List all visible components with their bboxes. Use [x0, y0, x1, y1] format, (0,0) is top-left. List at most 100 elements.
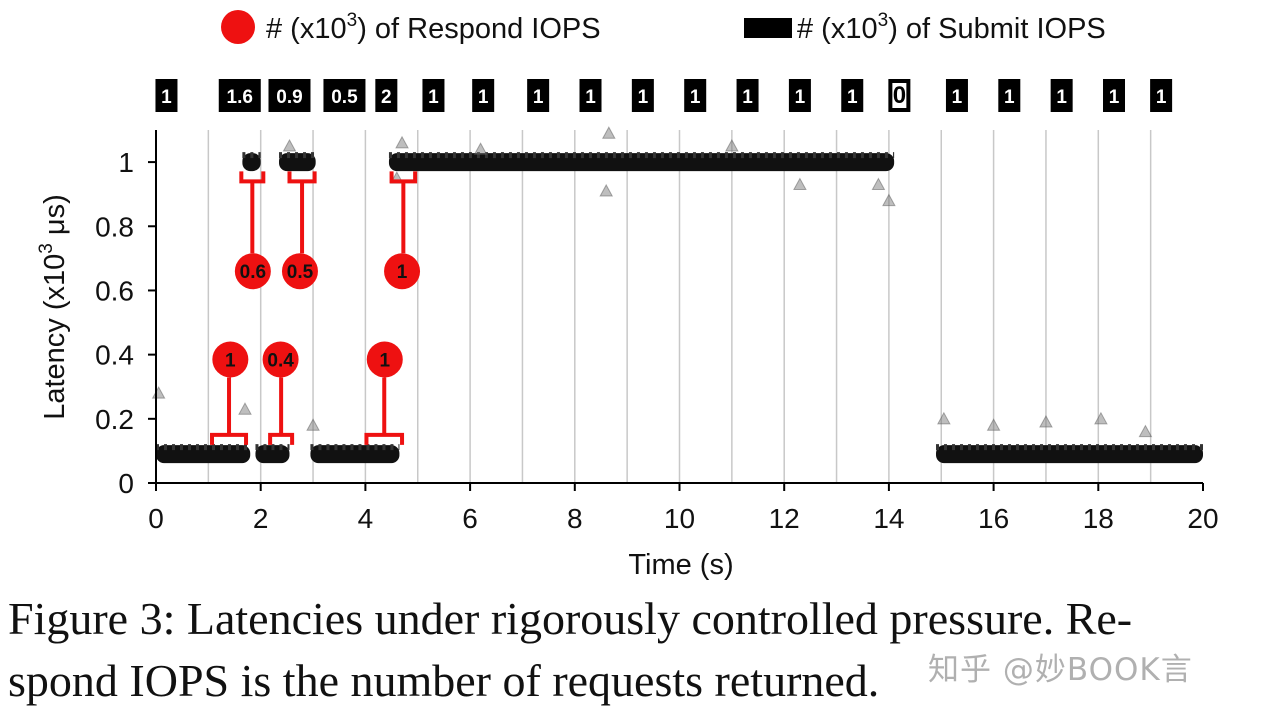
latency-band — [388, 153, 895, 172]
submit-iops-label: 0 — [893, 82, 906, 109]
x-axis-label: Time (s) — [628, 549, 733, 581]
outlier-point — [1039, 414, 1053, 428]
respond-iops-label: 1 — [397, 262, 408, 283]
outlier-point — [306, 418, 320, 431]
x-tick-label: 2 — [253, 503, 269, 534]
submit-iops-label: 1 — [161, 87, 172, 108]
x-tick-label: 6 — [462, 503, 478, 534]
respond-circle — [212, 341, 249, 378]
outlier-point — [473, 142, 488, 155]
respond-circle — [384, 253, 421, 290]
y-tick-label: 0.4 — [95, 340, 134, 371]
respond-iops-label: 0.6 — [240, 262, 266, 283]
figure-caption: Figure 3: Latencies under rigorously con… — [8, 588, 1258, 712]
respond-bracket — [364, 432, 405, 445]
respond-iops-label: 1 — [379, 350, 390, 371]
outlier-point — [793, 177, 807, 191]
x-tick-label: 20 — [1187, 503, 1218, 534]
submit-iops-box — [375, 79, 398, 112]
submit-iops-label: 1 — [533, 87, 544, 108]
legend-respond-marker — [221, 10, 255, 44]
y-tick-label: 0 — [118, 468, 134, 499]
submit-iops-box — [323, 79, 366, 112]
outlier-point — [282, 139, 297, 152]
submit-iops-box — [472, 79, 495, 112]
submit-iops-box — [788, 79, 811, 112]
x-tick-label: 12 — [769, 503, 800, 534]
submit-iops-label: 1 — [478, 87, 489, 108]
x-tick-label: 14 — [873, 503, 904, 534]
submit-iops-box — [579, 79, 602, 112]
respond-iops-label: 0.4 — [267, 350, 294, 371]
outlier-point — [1094, 411, 1108, 425]
submit-iops-label: 1 — [952, 87, 963, 108]
submit-iops-row: 1 1.6 0.9 0.5 2 1 1 1 1 1 1 1 1 1 0 1 1 1 1 1 — [155, 79, 1173, 112]
submit-iops-box — [945, 79, 968, 112]
respond-iops-label: 1 — [225, 350, 236, 371]
submit-iops-box — [631, 79, 654, 112]
submit-iops-box — [155, 79, 178, 112]
x-tick-label: 18 — [1083, 503, 1114, 534]
latency-band — [156, 445, 251, 464]
submit-iops-label: 0.5 — [331, 87, 358, 108]
y-tick-label: 0.6 — [95, 275, 134, 306]
respond-circle — [281, 253, 318, 290]
respond-bracket — [210, 432, 249, 445]
submit-iops-box — [684, 79, 707, 112]
outlier-point — [1138, 424, 1153, 438]
submit-iops-label: 1 — [795, 87, 806, 108]
submit-iops-label: 0.9 — [276, 87, 302, 108]
latency-band — [242, 153, 261, 172]
respond-circle — [262, 341, 299, 378]
x-tick-label: 16 — [978, 503, 1009, 534]
caption-line-2: spond IOPS is the number of requests ret… — [8, 655, 880, 706]
x-tick-label: 0 — [148, 503, 164, 534]
respond-bracket — [268, 432, 295, 445]
submit-iops-box — [736, 79, 759, 112]
respond-bracket — [239, 171, 266, 184]
submit-iops-label: 1 — [847, 87, 858, 108]
submit-iops-box — [998, 79, 1021, 112]
submit-iops-box — [218, 79, 261, 112]
submit-iops-label: 1 — [742, 87, 753, 108]
x-tick-label: 4 — [358, 503, 374, 534]
submit-iops-label: 1 — [1156, 87, 1167, 108]
submit-iops-box — [422, 79, 445, 112]
submit-iops-box — [841, 79, 864, 112]
respond-circle — [234, 253, 271, 290]
outlier-point — [986, 418, 1001, 431]
submit-iops-box — [1150, 79, 1173, 112]
submit-iops-box — [1050, 79, 1073, 112]
submit-iops-label: 1.6 — [227, 87, 253, 108]
outlier-point — [882, 193, 896, 207]
submit-iops-box — [527, 79, 550, 112]
submit-iops-label: 2 — [381, 87, 392, 108]
y-tick-label: 0.8 — [95, 211, 134, 242]
outlier-point — [871, 177, 886, 191]
legend-submit-marker — [744, 18, 792, 38]
grid-lines — [207, 130, 1152, 483]
submit-iops-inner — [892, 83, 907, 108]
chart-legend: # (x103) of Respond IOPS # (x103) of Sub… — [221, 10, 1106, 45]
latency-band — [310, 445, 400, 464]
respond-iops-annotations: 1 0.4 1 0.6 0.5 1 — [210, 171, 421, 445]
submit-iops-box — [268, 79, 311, 112]
y-tick-label: 1 — [118, 147, 134, 178]
submit-iops-label: 1 — [1004, 87, 1015, 108]
x-tick-label: 8 — [567, 503, 583, 534]
respond-bracket — [287, 171, 317, 184]
latency-chart: # (x103) of Respond IOPS # (x103) of Sub… — [36, 10, 1219, 581]
outlier-point — [725, 139, 739, 152]
legend-respond-label: # (x103) of Respond IOPS — [266, 10, 601, 45]
outlier-point — [601, 126, 616, 139]
submit-iops-label: 1 — [638, 87, 649, 108]
y-tick-label: 0.2 — [95, 404, 134, 435]
x-tick-label: 10 — [664, 503, 695, 534]
legend-submit-label: # (x103) of Submit IOPS — [797, 10, 1106, 45]
submit-iops-box — [1103, 79, 1126, 112]
submit-iops-label: 1 — [1056, 87, 1067, 108]
submit-iops-label: 1 — [1109, 87, 1120, 108]
outlier-point — [937, 411, 951, 425]
outlier-point — [599, 183, 614, 197]
respond-bracket — [389, 171, 418, 184]
